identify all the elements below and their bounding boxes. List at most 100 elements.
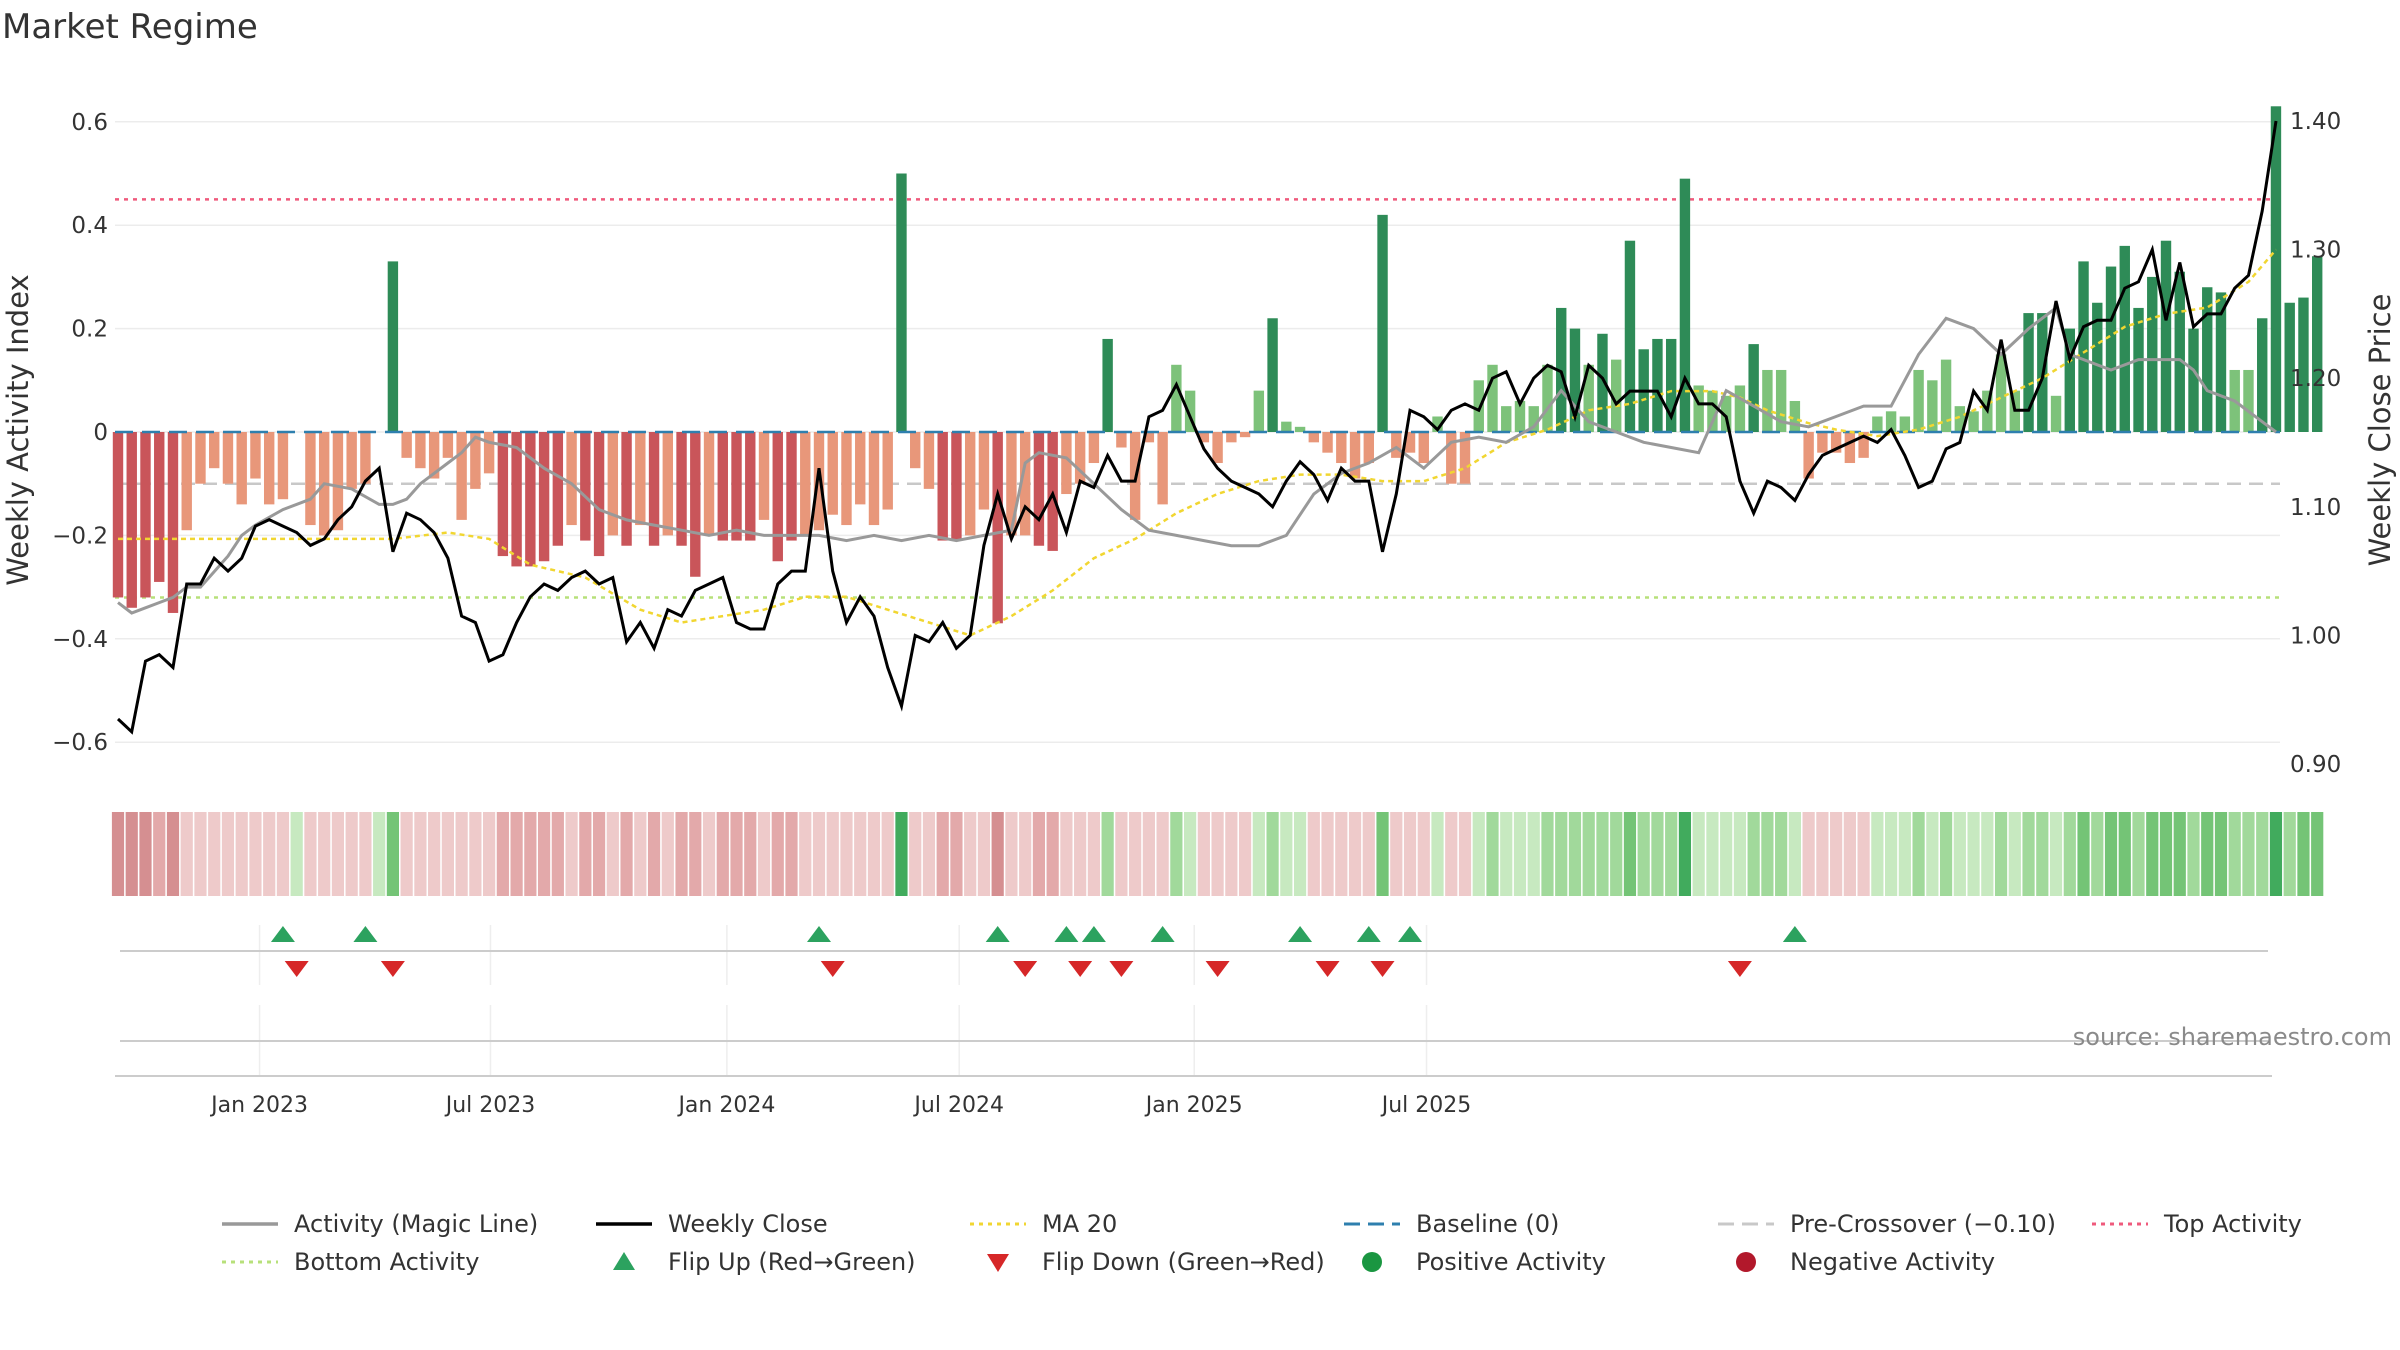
activity-bar [2257,318,2268,432]
flip-up-marker [1356,926,1381,942]
regime-cell [1953,812,1966,896]
regime-cell [1692,812,1705,896]
regime-cell [1252,812,1265,896]
activity-bar [2202,287,2213,432]
date-tick-label: Jul 2025 [1380,1093,1472,1118]
flip-up-marker [1081,926,1106,942]
regime-cell [153,812,166,896]
activity-bar [2284,302,2295,432]
activity-bar [195,432,206,484]
activity-bar [1528,406,1539,432]
activity-bar [1074,432,1086,484]
activity-bar [525,432,536,567]
activity-bar [855,432,866,505]
regime-cell [2256,812,2269,896]
regime-cell [2146,812,2159,896]
regime-cell [909,812,922,896]
regime-cell [826,812,839,896]
regime-cell [1101,812,1114,896]
legend-label: Activity (Magic Line) [294,1210,538,1238]
activity-bar [1143,432,1155,443]
activity-bar [1239,432,1251,438]
activity-bar [2215,292,2227,432]
activity-bar [209,432,220,469]
regime-cell [1376,812,1389,896]
regime-cell [840,812,853,896]
activity-bar [1157,432,1168,505]
activity-bar [1033,432,1045,546]
activity-bar [745,432,756,541]
activity-bar [800,432,811,536]
legend-label: Weekly Close [668,1210,828,1238]
regime-cell [1458,812,1472,896]
activity-bar [167,432,179,613]
regime-cell [2063,812,2076,896]
regime-cell [1816,812,1829,896]
activity-bar [1088,432,1100,464]
activity-bar [1391,432,1402,458]
legend-label: Positive Activity [1416,1248,1606,1276]
regime-cell [331,812,345,896]
flip-down-marker [1013,961,1038,977]
activity-bar [1281,421,1292,432]
regime-cell [716,812,729,896]
regime-cell [1046,812,1059,896]
regime-cell [276,812,290,896]
legend-label: Negative Activity [1790,1248,1995,1276]
activity-bar [1940,359,1952,432]
regime-cell [1568,812,1582,896]
regime-cell [2022,812,2035,896]
flip-down-marker [284,961,309,977]
activity-bar [2050,395,2062,432]
activity-bar [827,432,838,515]
regime-cell [771,812,784,896]
regime-cell [1129,812,1142,896]
regime-cell [1775,812,1788,896]
activity-bar [552,432,564,546]
activity-bar [1775,369,1787,432]
regime-cell [510,812,523,896]
legend-label: Flip Down (Green→Red) [1042,1248,1325,1276]
activity-bar [1913,369,1924,432]
activity-bar [1267,318,1278,432]
regime-cell [537,812,551,896]
right-tick-label: 0.90 [2290,752,2341,778]
activity-bar [1858,432,1869,458]
activity-bar [1308,432,1320,443]
regime-cell [1623,812,1637,896]
date-tick-label: Jan 2023 [209,1093,308,1118]
regime-cell [854,812,867,896]
legend-item: Negative Activity [1736,1248,1995,1276]
flip-up-marker [1150,926,1175,942]
triangle-down-icon [987,1254,1009,1272]
regime-cell [1266,812,1279,896]
activity-bar [1212,432,1223,464]
activity-bar [1061,432,1072,495]
regime-cell [1926,812,1939,896]
right-tick-label: 1.10 [2290,495,2341,521]
regime-cell [1651,812,1664,896]
legend-item: Pre-Crossover (−0.10) [1718,1210,2056,1238]
activity-bar [1885,411,1897,432]
regime-cell [1074,812,1087,896]
activity-bar [181,432,192,531]
activity-bar [1624,240,1636,432]
activity-bar [978,432,990,510]
regime-cell [1733,812,1747,896]
regime-cell [1967,812,1980,896]
activity-bar [428,432,440,479]
regime-cell [524,812,537,896]
activity-bar [1830,432,1842,453]
regime-cell [2008,812,2021,896]
regime-cell [1596,812,1609,896]
regime-cell [1115,812,1128,896]
regime-cell [1871,812,1884,896]
left-tick-label: 0.2 [71,317,108,343]
activity-bar [154,432,165,582]
activity-bar [2270,106,2282,432]
activity-bar [813,432,825,531]
regime-cell [1087,812,1100,896]
series-lines [116,120,2278,735]
regime-cell [1335,812,1348,896]
activity-bar [250,432,261,479]
